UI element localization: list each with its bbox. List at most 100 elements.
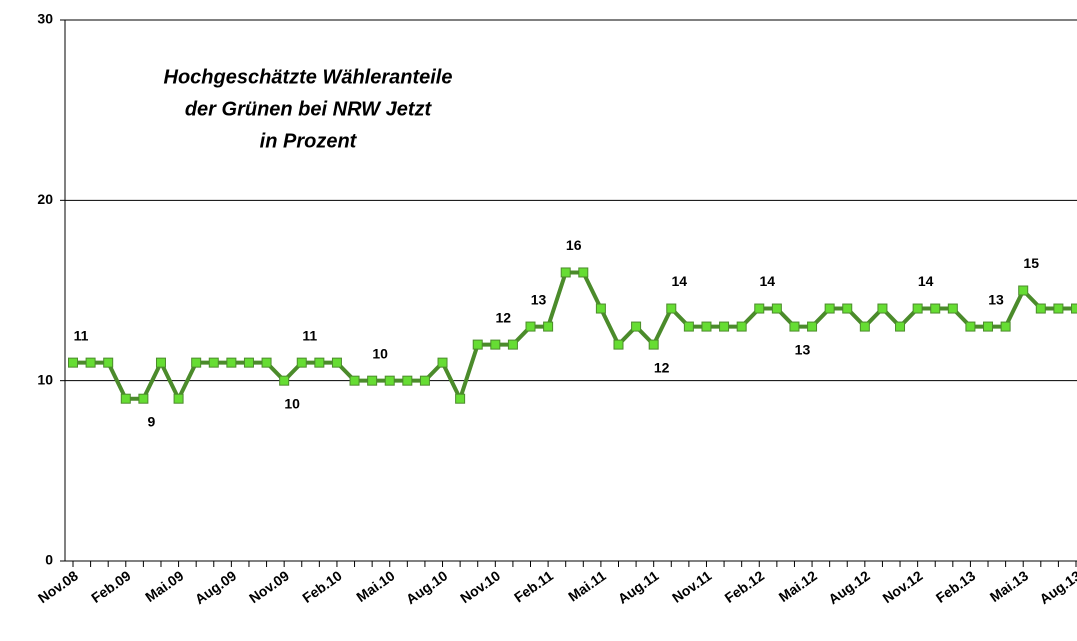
- marker: [331, 357, 342, 368]
- x-tick-label: Nov.09: [246, 567, 292, 606]
- y-tick-label: 30: [37, 11, 53, 27]
- marker: [842, 303, 853, 314]
- marker: [859, 321, 870, 332]
- marker: [1071, 303, 1077, 314]
- marker: [965, 321, 976, 332]
- data-label: 14: [759, 273, 775, 289]
- data-label: 14: [918, 273, 934, 289]
- marker: [736, 321, 747, 332]
- x-tick-label: Mai.13: [987, 567, 1031, 605]
- chart-title: in Prozent: [260, 130, 358, 152]
- y-tick-label: 10: [37, 371, 53, 387]
- marker: [243, 357, 254, 368]
- x-tick-label: Mai.09: [142, 567, 186, 605]
- marker: [719, 321, 730, 332]
- marker: [138, 393, 149, 404]
- x-tick-label: Mai.10: [353, 567, 397, 605]
- marker: [754, 303, 765, 314]
- marker: [455, 393, 466, 404]
- x-tick-label: Feb.13: [933, 567, 979, 606]
- marker: [771, 303, 782, 314]
- marker: [85, 357, 96, 368]
- marker: [912, 303, 923, 314]
- data-label: 14: [671, 273, 687, 289]
- y-tick-label: 0: [45, 552, 53, 568]
- marker: [155, 357, 166, 368]
- marker: [261, 357, 272, 368]
- x-tick-label: Aug.11: [615, 567, 662, 607]
- marker: [947, 303, 958, 314]
- x-tick-label: Feb.09: [88, 567, 134, 606]
- x-tick-label: Aug.13: [1036, 567, 1077, 607]
- data-label: 10: [284, 395, 300, 411]
- marker: [648, 339, 659, 350]
- marker: [472, 339, 483, 350]
- x-tick-label: Nov.08: [35, 567, 81, 606]
- marker: [930, 303, 941, 314]
- marker: [525, 321, 536, 332]
- data-label: 11: [74, 327, 89, 343]
- marker: [419, 375, 430, 386]
- marker: [1018, 285, 1029, 296]
- marker: [437, 357, 448, 368]
- data-label: 12: [654, 359, 670, 375]
- marker: [543, 321, 554, 332]
- marker: [103, 357, 114, 368]
- marker: [578, 267, 589, 278]
- marker: [595, 303, 606, 314]
- marker: [367, 375, 378, 386]
- marker: [631, 321, 642, 332]
- marker: [560, 267, 571, 278]
- marker: [402, 375, 413, 386]
- line: [73, 270, 1076, 401]
- marker: [120, 393, 131, 404]
- x-tick-label: Feb.12: [722, 567, 768, 606]
- x-tick-label: Nov.10: [457, 567, 503, 606]
- data-label: 13: [531, 291, 547, 307]
- x-tick-label: Nov.12: [880, 567, 926, 606]
- marker: [701, 321, 712, 332]
- marker: [895, 321, 906, 332]
- marker: [384, 375, 395, 386]
- x-tick-label: Mai.11: [565, 567, 609, 604]
- data-label: 11: [302, 327, 317, 343]
- marker: [983, 321, 994, 332]
- x-tick-label: Aug.12: [825, 567, 873, 607]
- x-tick-label: Feb.10: [299, 567, 345, 606]
- data-label: 16: [566, 237, 582, 253]
- marker: [173, 393, 184, 404]
- x-tick-label: Aug.09: [192, 567, 240, 607]
- marker: [1053, 303, 1064, 314]
- x-tick-label: Aug.10: [403, 567, 451, 607]
- marker: [208, 357, 219, 368]
- data-label: 12: [496, 309, 512, 325]
- y-tick-label: 20: [37, 191, 53, 207]
- data-label: 10: [372, 345, 388, 361]
- data-label: 15: [1023, 255, 1039, 271]
- marker: [226, 357, 237, 368]
- x-tick-label: Nov.11: [669, 567, 714, 606]
- marker: [68, 357, 78, 368]
- marker: [789, 321, 800, 332]
- marker: [279, 375, 290, 386]
- data-label: 13: [795, 341, 811, 357]
- marker: [1035, 303, 1046, 314]
- x-tick-label: Mai.12: [776, 567, 820, 605]
- marker: [683, 321, 694, 332]
- marker: [1000, 321, 1011, 332]
- chart-title: der Grünen bei NRW Jetzt: [185, 98, 433, 120]
- marker: [191, 357, 202, 368]
- marker: [490, 339, 501, 350]
- marker: [613, 339, 624, 350]
- marker: [349, 375, 360, 386]
- marker: [877, 303, 888, 314]
- marker: [507, 339, 518, 350]
- marker: [296, 357, 307, 368]
- marker: [824, 303, 835, 314]
- chart-title: Hochgeschätzte Wähleranteile: [164, 66, 453, 88]
- marker: [314, 357, 325, 368]
- data-label: 13: [988, 291, 1004, 307]
- marker: [807, 321, 818, 332]
- marker: [666, 303, 677, 314]
